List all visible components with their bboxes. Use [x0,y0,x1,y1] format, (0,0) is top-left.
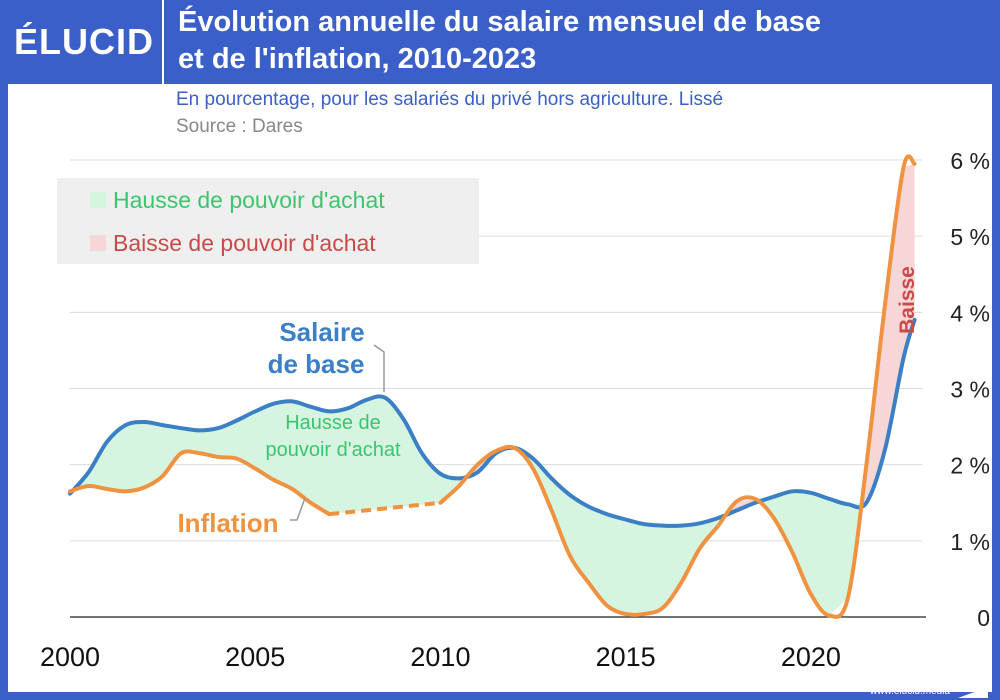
annotation-leader [373,344,385,392]
chart-source: Source : Dares [176,116,303,137]
x-tick-label: 2010 [410,642,470,672]
y-tick-label: 5 % [950,224,990,250]
annotation-inflation-line1: Inflation [177,508,278,538]
x-tick-label: 2020 [781,642,841,672]
legend-box [57,178,479,264]
x-tick-label: 2015 [596,642,656,672]
chart-title-line-1: Évolution annuelle du salaire mensuel de… [178,6,822,38]
grid-lines [70,159,922,542]
annotation-hausse-line1: Hausse de [285,412,381,434]
annotation-hausse: Hausse de pouvoir d'achat [265,412,400,461]
header-bar [0,0,1000,84]
y-tick-label: 4 % [950,300,990,326]
y-tick-label: 6 % [950,148,990,174]
legend-swatch-baisse [90,235,106,251]
annotation-baisse: Baisse [896,266,919,334]
chart-subtitle: En pourcentage, pour les salariés du pri… [176,89,724,110]
difference-fills [70,163,915,616]
annotation-hausse-line2: pouvoir d'achat [265,439,400,461]
elucid-mark-icon [958,687,988,698]
legend-swatch-hausse [90,192,106,208]
x-tick-label: 2000 [40,642,100,672]
annotation-inflation: Inflation [177,497,306,538]
hausse-area [73,397,471,515]
elucid-logo: ÉLUCID [14,21,154,62]
annotation-salaire-line1: Salaire [279,317,364,347]
hausse-area [516,449,728,614]
baisse-area [862,163,915,504]
chart-title: Évolution annuelle du salaire mensuel de… [178,4,988,78]
inflation-dashed-segment [329,500,441,517]
footer-url[interactable]: www.elucid.media [869,686,950,697]
inflation-line [68,449,332,517]
x-tick-label: 2005 [225,642,285,672]
legend-label-baisse: Baisse de pouvoir d'achat [113,230,376,256]
annotation-leader [290,497,306,521]
legend-label-hausse: Hausse de pouvoir d'achat [113,187,385,213]
y-tick-label: 1 % [950,529,990,555]
header-divider [162,0,164,84]
chart-title-line-2: et de l'inflation, 2010-2023 [178,43,537,75]
legend: Hausse de pouvoir d'achat Baisse de pouvo… [57,178,479,264]
annotation-salaire-line2: de base [268,349,365,379]
y-tick-label: 0 [977,605,990,631]
y-tick-label: 2 % [950,453,990,479]
y-tick-label: 3 % [950,377,990,403]
hausse-area [759,491,863,616]
inflation-line [438,154,917,619]
